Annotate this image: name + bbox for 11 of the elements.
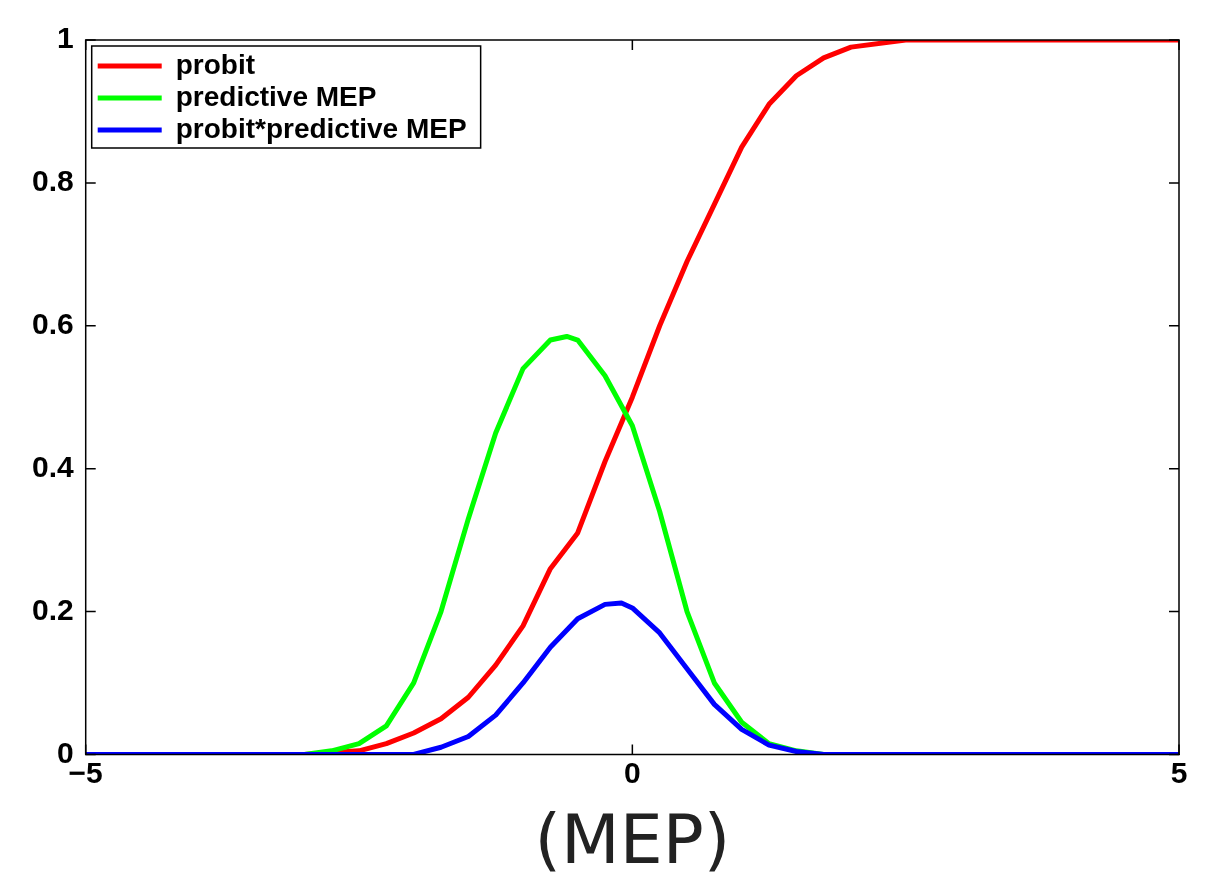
y-tick-label: 0.2 bbox=[31, 592, 74, 626]
x-axis-title: (MEP) bbox=[534, 799, 731, 879]
y-tick-label: 0.6 bbox=[31, 307, 74, 341]
x-tick-label: 5 bbox=[1170, 755, 1188, 789]
legend-label: probit bbox=[175, 48, 256, 80]
y-tick-label: 1 bbox=[57, 21, 74, 55]
y-tick-label: 0.8 bbox=[31, 164, 74, 198]
y-tick-label: 0.4 bbox=[31, 449, 74, 483]
legend-label: probit*predictive MEP bbox=[175, 112, 467, 144]
x-tick-label: 0 bbox=[624, 755, 641, 789]
legend-label: predictive MEP bbox=[175, 80, 377, 112]
